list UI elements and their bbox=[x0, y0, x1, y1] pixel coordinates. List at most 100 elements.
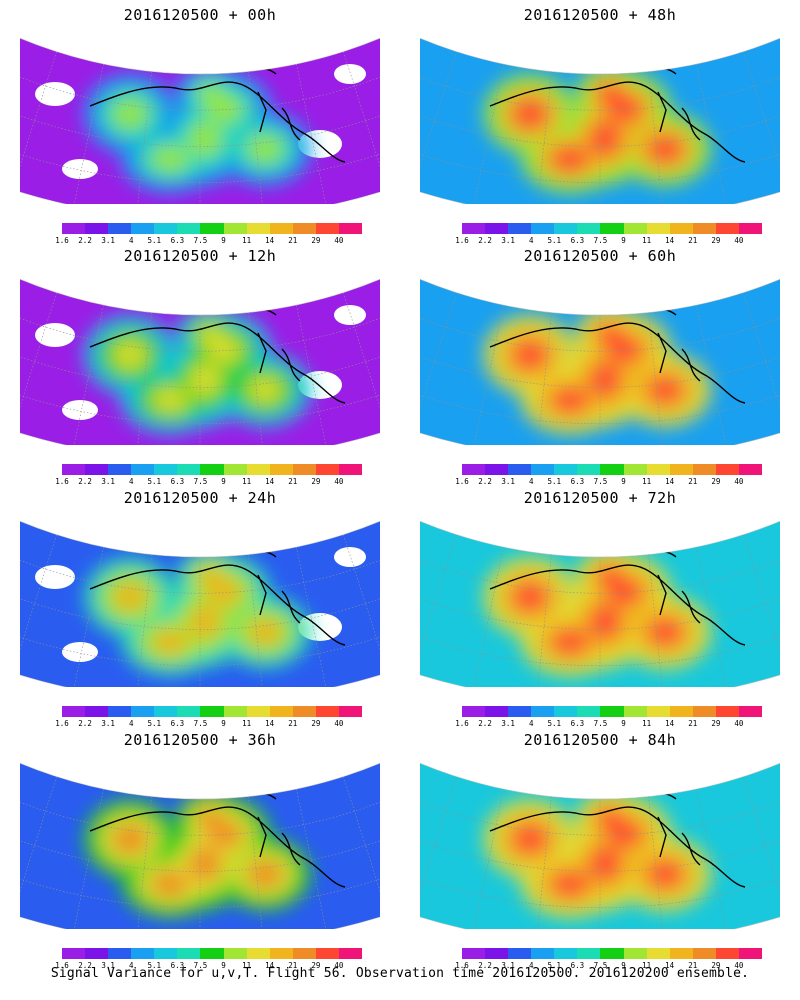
colorbar-tick-label: 21 bbox=[288, 961, 298, 970]
colorbar-tick-label: 7.5 bbox=[593, 477, 608, 486]
colorbar-swatch bbox=[485, 223, 509, 234]
map-panel: 2016120500 + 00h 1.6 2.2 3.1 4 5.1 6.3 7.5 9 11 14… bbox=[0, 0, 400, 245]
colorbar-tick-label: 5.1 bbox=[147, 719, 162, 728]
map-panel: 2016120500 + 84h 1.6 2.2 3.1 4 5.1 6.3 7.5 9 11 14… bbox=[400, 725, 800, 970]
colorbar-swatch bbox=[508, 464, 532, 475]
forecast-map bbox=[420, 759, 780, 929]
map-panel: 2016120500 + 60h 1.6 2.2 3.1 4 5.1 6.3 7.5 9 11 14… bbox=[400, 241, 800, 486]
colorbar-tick-label: 29 bbox=[311, 477, 321, 486]
colorbar-tick-label: 9 bbox=[221, 961, 226, 970]
colorbar-swatch bbox=[292, 948, 316, 959]
colorbar-ticks: 1.6 2.2 3.1 4 5.1 6.3 7.5 9 11 14 21 29 40 bbox=[455, 236, 762, 246]
colorbar-tick-label: 40 bbox=[334, 236, 344, 245]
colorbar-tick-label: 2.2 bbox=[78, 236, 92, 245]
colorbar-tick-label: 3.1 bbox=[101, 719, 115, 728]
colorbar-swatch bbox=[577, 223, 601, 234]
colorbar-tick-label: 2.2 bbox=[478, 719, 492, 728]
colorbar-ticks: 1.6 2.2 3.1 4 5.1 6.3 7.5 9 11 14 21 29 40 bbox=[55, 719, 362, 729]
colorbar-tick-label: 40 bbox=[734, 236, 744, 245]
colorbar-swatch bbox=[508, 223, 532, 234]
colorbar-tick-label: 6.3 bbox=[170, 719, 185, 728]
colorbar-swatch bbox=[715, 223, 739, 234]
colorbar-swatch bbox=[62, 464, 86, 475]
colorbar-swatch bbox=[485, 464, 509, 475]
forecast-map bbox=[420, 34, 780, 204]
colorbar-swatch bbox=[692, 948, 716, 959]
colorbar-tick-label: 4 bbox=[128, 236, 134, 245]
colorbar-tick-label: 3.1 bbox=[101, 477, 115, 486]
colorbar-tick-label: 11 bbox=[642, 961, 652, 970]
colorbar-tick-label: 21 bbox=[688, 477, 698, 486]
colorbar bbox=[62, 464, 363, 475]
colorbar bbox=[462, 223, 763, 234]
colorbar-swatch bbox=[200, 464, 224, 475]
colorbar-tick-label: 21 bbox=[688, 719, 698, 728]
colorbar-swatch bbox=[485, 948, 509, 959]
colorbar-swatch bbox=[108, 223, 132, 234]
map-panel: 2016120500 + 36h 1.6 2.2 3.1 4 5.1 6.3 7.5 9 11 14… bbox=[0, 725, 400, 970]
colorbar-swatch bbox=[246, 464, 270, 475]
colorbar-tick-label: 29 bbox=[711, 719, 721, 728]
panel-title: 2016120500 + 24h bbox=[123, 489, 277, 507]
colorbar-tick-label: 5.1 bbox=[547, 719, 562, 728]
colorbar-tick-label: 5.1 bbox=[547, 477, 562, 486]
colorbar-swatch bbox=[246, 948, 270, 959]
colorbar-tick-label: 5.1 bbox=[547, 236, 562, 245]
colorbar-tick-label: 29 bbox=[711, 477, 721, 486]
colorbar-swatch bbox=[600, 223, 624, 234]
colorbar-swatch bbox=[508, 706, 532, 717]
colorbar-swatch bbox=[85, 948, 109, 959]
colorbar-swatch bbox=[338, 948, 363, 959]
colorbar-swatch bbox=[338, 464, 363, 475]
colorbar-tick-label: 21 bbox=[288, 236, 298, 245]
colorbar-tick-label: 40 bbox=[734, 961, 744, 970]
colorbar-swatch bbox=[623, 706, 647, 717]
colorbar-swatch bbox=[646, 706, 670, 717]
colorbar-swatch bbox=[177, 464, 201, 475]
panel-title: 2016120500 + 12h bbox=[123, 247, 277, 265]
colorbar-tick-label: 2.2 bbox=[478, 961, 492, 970]
colorbar-tick-label: 40 bbox=[734, 719, 744, 728]
colorbar-tick-label: 4 bbox=[528, 236, 534, 245]
colorbar-swatch bbox=[315, 223, 339, 234]
colorbar-tick-label: 14 bbox=[665, 477, 675, 486]
colorbar-swatch bbox=[462, 464, 486, 475]
colorbar-tick-label: 21 bbox=[688, 961, 698, 970]
colorbar-swatch bbox=[62, 948, 86, 959]
colorbar bbox=[62, 948, 363, 959]
colorbar-swatch bbox=[669, 464, 693, 475]
colorbar-tick-label: 7.5 bbox=[193, 236, 208, 245]
colorbar-swatch bbox=[292, 223, 316, 234]
colorbar-swatch bbox=[131, 223, 155, 234]
forecast-map bbox=[20, 759, 380, 929]
colorbar-tick-label: 1.6 bbox=[455, 236, 469, 245]
colorbar-swatch bbox=[738, 948, 763, 959]
colorbar-tick-label: 3.1 bbox=[501, 719, 515, 728]
colorbar-tick-label: 3.1 bbox=[501, 236, 515, 245]
colorbar-tick-label: 11 bbox=[242, 719, 252, 728]
colorbar-tick-label: 9 bbox=[221, 719, 226, 728]
panel-title: 2016120500 + 48h bbox=[523, 6, 677, 24]
panel-title: 2016120500 + 84h bbox=[523, 731, 677, 749]
colorbar bbox=[462, 706, 763, 717]
colorbar-swatch bbox=[646, 223, 670, 234]
colorbar-swatch bbox=[200, 706, 224, 717]
colorbar-tick-label: 2.2 bbox=[478, 477, 492, 486]
colorbar-swatch bbox=[131, 948, 155, 959]
colorbar-ticks: 1.6 2.2 3.1 4 5.1 6.3 7.5 9 11 14 21 29 40 bbox=[455, 961, 762, 971]
colorbar-tick-label: 14 bbox=[265, 236, 275, 245]
colorbar-swatch bbox=[223, 464, 247, 475]
colorbar-swatch bbox=[177, 223, 201, 234]
panel-title: 2016120500 + 36h bbox=[123, 731, 277, 749]
colorbar-swatch bbox=[669, 948, 693, 959]
colorbar-tick-label: 9 bbox=[621, 961, 626, 970]
colorbar-swatch bbox=[177, 706, 201, 717]
colorbar-swatch bbox=[154, 948, 178, 959]
colorbar-swatch bbox=[462, 223, 486, 234]
colorbar-tick-label: 29 bbox=[711, 961, 721, 970]
colorbar-swatch bbox=[315, 948, 339, 959]
colorbar-ticks: 1.6 2.2 3.1 4 5.1 6.3 7.5 9 11 14 21 29 40 bbox=[455, 477, 762, 487]
colorbar-tick-label: 6.3 bbox=[570, 236, 585, 245]
colorbar-ticks: 1.6 2.2 3.1 4 5.1 6.3 7.5 9 11 14 21 29 40 bbox=[55, 961, 362, 971]
colorbar-tick-label: 11 bbox=[642, 236, 652, 245]
